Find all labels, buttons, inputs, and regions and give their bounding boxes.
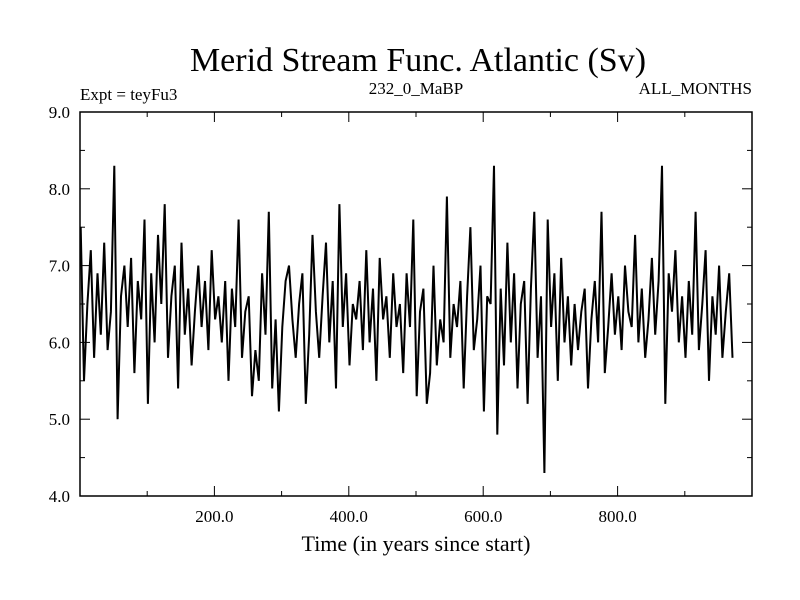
x-axis-label: Time (in years since start)	[302, 531, 531, 556]
y-tick-label: 6.0	[49, 333, 70, 352]
series-line	[80, 165, 734, 474]
x-tick-label: 400.0	[330, 507, 368, 526]
x-axis-ticks: 200.0 400.0 600.0 800.0	[146, 112, 686, 526]
x-tick-label: 600.0	[464, 507, 502, 526]
y-tick-label: 8.0	[49, 180, 70, 199]
y-tick-label: 9.0	[49, 103, 70, 122]
y-tick-label: 7.0	[49, 257, 70, 276]
plot-frame	[79, 111, 753, 497]
chart-title: Merid Stream Func. Atlantic (Sv)	[190, 42, 646, 79]
months-label: ALL_MONTHS	[639, 79, 752, 98]
period-label: 232_0_MaBP	[369, 79, 463, 98]
x-tick-label: 800.0	[598, 507, 636, 526]
y-tick-label: 4.0	[49, 487, 70, 506]
experiment-label: Expt = teyFu3	[80, 85, 177, 104]
x-tick-label: 200.0	[195, 507, 233, 526]
y-tick-label: 5.0	[49, 410, 70, 429]
